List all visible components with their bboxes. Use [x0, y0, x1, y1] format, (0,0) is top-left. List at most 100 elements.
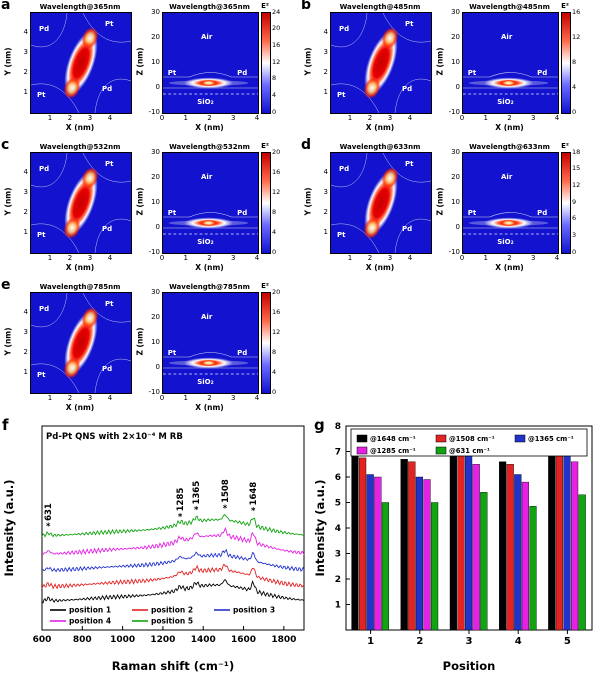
colorbar-tick: 16 — [272, 307, 281, 316]
colorbar-tick: 16 — [572, 7, 581, 16]
legend-label: @1365 cm⁻¹ — [528, 435, 574, 443]
xy-ytick: 1 — [23, 368, 28, 376]
xy-xtick: 4 — [107, 114, 113, 122]
streak-core — [200, 79, 218, 87]
bar — [449, 441, 458, 631]
colorbar-tick: 0 — [572, 107, 577, 116]
legend-label: position 3 — [233, 606, 275, 615]
hotspot-bottom — [363, 77, 381, 99]
category-label: 5 — [564, 636, 571, 647]
region-label-tl: Pd — [39, 165, 50, 173]
boundary-line — [394, 219, 431, 253]
colorbar — [261, 152, 271, 254]
raman-panel: f 600 800 1000 1200 1400 1600 1800 * 631 * 1285 * 13… — [0, 416, 312, 676]
colorbar-label: E² — [261, 142, 269, 150]
colorbar-tick: 0 — [272, 387, 277, 396]
y-axis-label: Intensity (a.u.) — [313, 480, 327, 577]
category-label: 4 — [515, 636, 522, 647]
xy-ytick: 2 — [323, 68, 328, 76]
panel-letter-a: a — [1, 0, 11, 13]
legend-swatch — [514, 434, 526, 443]
colorbar — [561, 12, 571, 114]
boundary-line — [82, 13, 131, 43]
peak-asterisk: * — [223, 504, 228, 514]
legend-label: @1648 cm⁻¹ — [370, 435, 416, 443]
colorbar-tick: 8 — [272, 207, 277, 216]
streak-core — [500, 79, 518, 87]
region-label-right: Pd — [237, 209, 248, 217]
peak-asterisk: * — [178, 512, 183, 522]
xz-field-map — [163, 153, 258, 253]
colorbar-tick: 18 — [572, 147, 581, 156]
xz-xtick: 0 — [159, 114, 165, 122]
xz-ytick: -10 — [448, 248, 460, 256]
xy-xtick: 3 — [387, 254, 393, 262]
y-tick-label: 5 — [335, 499, 341, 509]
boundary-line — [31, 223, 80, 253]
boundary-line — [31, 13, 68, 47]
region-label-bl: Pt — [37, 371, 46, 379]
region-label-tl: Pd — [339, 165, 350, 173]
bar — [359, 457, 367, 631]
field-background — [163, 293, 258, 393]
bar — [548, 438, 556, 631]
region-label-air: Air — [501, 33, 513, 41]
panel-letter-b: b — [301, 0, 312, 13]
peak-label: 1365 — [192, 481, 202, 505]
boundary-line — [331, 13, 368, 47]
colorbar-label: E² — [261, 282, 269, 290]
xy-plot-title: Wavelength@532nm — [39, 143, 121, 151]
sim-panel-e: e Wavelength@785nm Y (nm) Pd Pt Pt Pd 1 2 3 4 1 2 3 4 X… — [0, 277, 300, 420]
region-label-substrate: SiO₂ — [197, 378, 214, 386]
peak-label: 1285 — [176, 488, 186, 512]
bar — [464, 453, 473, 631]
xy-xtick: 1 — [47, 254, 53, 262]
y-tick-label: 1 — [335, 601, 341, 611]
xy-xtick: 2 — [67, 394, 73, 402]
bar — [480, 492, 488, 631]
xy-xtick: 2 — [367, 254, 373, 262]
xz-ytick: 20 — [451, 33, 460, 41]
region-label-right: Pd — [237, 349, 248, 357]
xz-x-axis-label: X (nm) — [495, 123, 524, 132]
hotspot-bottom — [63, 217, 81, 239]
legend-swatch — [356, 446, 368, 455]
xy-xtick: 1 — [47, 394, 53, 402]
xz-heatmap: Air Pt Pd SiO₂ — [162, 12, 259, 114]
xy-ytick: 3 — [323, 48, 328, 56]
legend-label: @1285 cm⁻¹ — [370, 447, 416, 455]
hotspot-top — [381, 167, 399, 189]
boundary-line — [31, 363, 80, 393]
bar — [457, 446, 465, 631]
xz-xtick: 3 — [231, 394, 236, 402]
peak-label: 631 — [44, 503, 54, 521]
colorbar-tick: 24 — [272, 7, 281, 16]
panel-letter-g: g — [314, 416, 325, 434]
xz-ytick: -10 — [448, 108, 460, 116]
colorbar-tick: 20 — [272, 287, 281, 296]
bar — [400, 459, 408, 631]
colorbar-tick: 20 — [272, 24, 281, 33]
boundary-line — [331, 223, 380, 253]
region-label-tl: Pd — [39, 25, 50, 33]
boundary-line — [94, 219, 131, 253]
peak-asterisk: * — [46, 522, 51, 532]
legend-swatch — [435, 434, 447, 443]
xy-heatmap: Pd Pt Pt Pd — [30, 292, 132, 394]
legend-swatch — [356, 434, 368, 443]
boundary-line — [382, 13, 431, 43]
xz-plot-title: Wavelength@633nm — [469, 143, 550, 151]
xz-xtick: 4 — [554, 114, 560, 122]
legend-label: position 4 — [69, 617, 111, 626]
boundary-line — [94, 359, 131, 393]
xy-ytick: 3 — [323, 188, 328, 196]
bar — [529, 506, 537, 631]
region-label-substrate: SiO₂ — [497, 238, 514, 246]
xz-xtick: 4 — [254, 254, 260, 262]
xz-xtick: 0 — [459, 114, 465, 122]
xy-xtick: 3 — [387, 114, 393, 122]
bar — [521, 481, 530, 631]
x-tick-label: 600 — [33, 635, 52, 645]
xz-ytick: 30 — [151, 8, 160, 16]
colorbar-tick: 12 — [272, 187, 281, 196]
